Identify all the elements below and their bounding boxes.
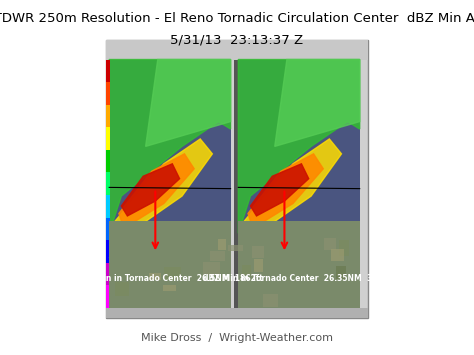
FancyBboxPatch shape [331,248,344,261]
FancyBboxPatch shape [107,173,109,195]
FancyBboxPatch shape [252,246,264,258]
FancyBboxPatch shape [115,282,129,296]
FancyBboxPatch shape [107,105,109,127]
FancyBboxPatch shape [254,259,263,272]
Text: dBZ Min in Tornado Center  26.35NM  3231ft: dBZ Min in Tornado Center 26.35NM 3231ft [203,273,395,283]
Polygon shape [248,154,323,228]
FancyBboxPatch shape [107,60,109,308]
Polygon shape [109,60,230,233]
Polygon shape [146,60,230,146]
FancyBboxPatch shape [107,240,109,263]
Polygon shape [238,60,360,233]
FancyBboxPatch shape [164,267,181,280]
FancyBboxPatch shape [109,221,230,308]
FancyBboxPatch shape [107,195,109,218]
FancyBboxPatch shape [234,60,238,308]
Text: Mike Dross  /  Wright-Weather.com: Mike Dross / Wright-Weather.com [141,333,333,343]
FancyBboxPatch shape [107,40,367,318]
FancyBboxPatch shape [218,239,226,250]
FancyBboxPatch shape [324,237,336,250]
Polygon shape [245,139,341,238]
FancyBboxPatch shape [107,218,109,240]
Polygon shape [119,154,194,228]
FancyBboxPatch shape [109,60,230,308]
FancyBboxPatch shape [336,266,346,279]
FancyBboxPatch shape [263,294,278,307]
FancyBboxPatch shape [107,82,109,105]
Polygon shape [121,164,180,216]
Text: 5/31/13  23:13:37 Z: 5/31/13 23:13:37 Z [171,33,303,46]
FancyBboxPatch shape [339,240,349,256]
FancyBboxPatch shape [107,263,109,285]
Text: KOKC TDWR 250m Resolution - El Reno Tornadic Circulation Center  dBZ Min Appears: KOKC TDWR 250m Resolution - El Reno Torn… [0,12,474,25]
Polygon shape [109,221,128,258]
Polygon shape [250,164,309,216]
FancyBboxPatch shape [149,273,161,280]
Text: dBZ Min in Tornado Center  26.5NM  1862ft: dBZ Min in Tornado Center 26.5NM 1862ft [76,273,264,283]
FancyBboxPatch shape [242,265,251,275]
FancyBboxPatch shape [238,221,360,308]
FancyBboxPatch shape [107,60,109,82]
FancyBboxPatch shape [210,251,225,261]
FancyBboxPatch shape [203,262,219,275]
FancyBboxPatch shape [107,308,367,318]
FancyBboxPatch shape [107,127,109,150]
Polygon shape [238,221,256,258]
FancyBboxPatch shape [228,245,243,251]
Polygon shape [275,60,360,146]
FancyBboxPatch shape [238,60,360,308]
Polygon shape [115,139,212,238]
FancyBboxPatch shape [107,285,109,308]
FancyBboxPatch shape [107,40,367,60]
FancyBboxPatch shape [107,150,109,173]
FancyBboxPatch shape [163,285,176,291]
